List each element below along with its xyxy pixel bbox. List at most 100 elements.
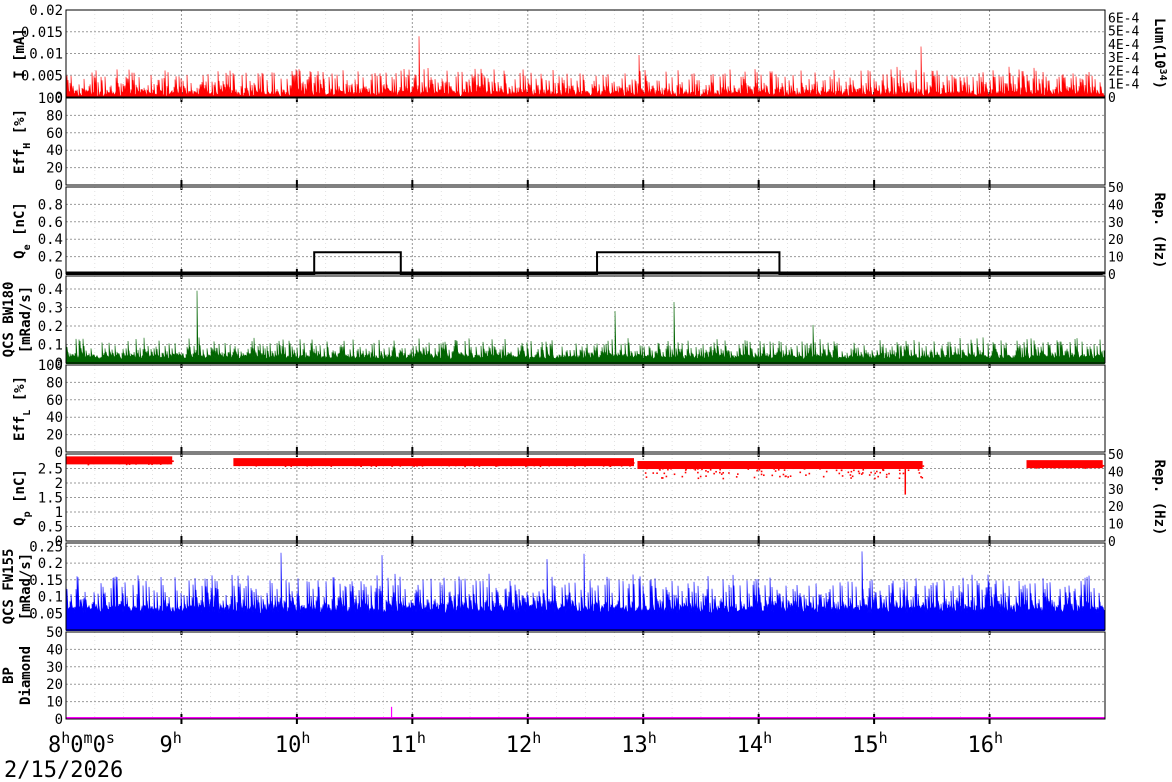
y-tick-label: 40 <box>46 143 63 159</box>
y-tick-label: 30 <box>46 660 63 676</box>
y-tick-label: 0.05 <box>29 606 63 622</box>
qp-point <box>360 462 363 464</box>
qp-point <box>877 465 880 467</box>
qp-point <box>810 465 812 467</box>
qp-point <box>598 462 601 464</box>
qp-point <box>529 463 531 465</box>
qp-point <box>1069 464 1072 466</box>
y-tick-label-right: 0 <box>1108 91 1116 106</box>
qp-point <box>714 465 717 468</box>
qp-point <box>163 461 166 463</box>
x-tick-label-part: m <box>84 729 93 747</box>
qp-point <box>894 465 897 467</box>
qp-point <box>78 460 80 462</box>
qp-point <box>720 473 723 475</box>
y-tick-label: 0.5 <box>38 520 63 536</box>
qp-point <box>527 462 530 465</box>
qp-point <box>338 462 341 464</box>
qp-point <box>879 471 882 474</box>
qp-point <box>344 463 347 466</box>
qp-point <box>1095 464 1097 466</box>
qp-point <box>526 462 528 464</box>
qp-point <box>697 468 699 470</box>
qp-point <box>525 465 527 468</box>
qp-point <box>373 462 376 464</box>
qp-point <box>274 464 277 467</box>
qp-point <box>512 462 514 465</box>
qp-point <box>120 460 123 462</box>
x-tick-label-sup: h <box>879 729 888 747</box>
qp-point <box>389 462 391 465</box>
qp-point <box>631 464 634 466</box>
y-tick-label: 0.005 <box>21 68 63 84</box>
qp-point <box>1083 466 1086 469</box>
qp-point <box>753 476 756 479</box>
qp-point <box>253 462 256 464</box>
y-tick-label: 100 <box>38 358 63 374</box>
qp-point <box>68 460 70 462</box>
qp-point <box>451 462 453 464</box>
qp-point <box>107 462 109 464</box>
qp-point <box>298 462 301 465</box>
qp-point <box>1088 466 1091 469</box>
qp-point <box>697 471 699 474</box>
qp-point <box>1060 466 1063 469</box>
x-tick-label: 13h <box>621 729 657 758</box>
qp-point <box>309 463 311 466</box>
qp-point <box>728 472 730 474</box>
qp-point <box>358 462 361 465</box>
qp-point <box>143 461 145 464</box>
qp-point <box>315 462 317 464</box>
qp-point <box>243 462 246 464</box>
qp-point <box>292 464 295 467</box>
qp-point <box>1060 464 1062 466</box>
qp-point <box>694 468 697 471</box>
y-axis-label-right-tail: ) <box>1151 81 1167 89</box>
y-tick-label-right: 6E-4 <box>1108 11 1139 26</box>
y-tick-label: 0.02 <box>29 3 63 19</box>
qp-point <box>75 461 78 464</box>
y-tick-label-right: 40 <box>1108 465 1124 480</box>
qp-point <box>316 462 318 464</box>
qp-point <box>335 462 337 465</box>
y-axis-label-sub: H <box>22 143 33 149</box>
qp-point <box>613 462 615 465</box>
qp-point <box>659 469 661 471</box>
qp-point <box>401 464 403 466</box>
qp-point <box>777 465 780 467</box>
qp-point <box>473 462 475 465</box>
qp-point <box>1036 467 1038 469</box>
qp-point <box>341 462 343 464</box>
y-tick-label: 0.015 <box>21 25 63 41</box>
qp-point <box>574 465 576 467</box>
qp-point <box>1059 466 1061 469</box>
qp-point <box>879 465 881 467</box>
qp-point <box>234 464 236 466</box>
x-tick-label-part: s <box>106 729 115 747</box>
qp-point <box>642 466 644 469</box>
qp-point <box>1077 466 1080 468</box>
y-axis-label-right-sup: 34 <box>1158 69 1169 81</box>
qp-point <box>1071 465 1074 468</box>
qp-point <box>725 465 727 467</box>
qp-point <box>426 463 428 465</box>
y-axis-label-tail: [%] <box>12 376 28 410</box>
qp-point <box>159 463 162 465</box>
qp-point <box>617 462 619 464</box>
qp-point <box>1063 464 1066 467</box>
qp-point <box>78 461 80 464</box>
qp-point <box>421 465 424 467</box>
qp-point <box>252 462 254 465</box>
qp-point <box>272 462 275 464</box>
qp-point <box>126 461 128 464</box>
y-tick-label: 0.1 <box>38 337 63 353</box>
qp-point <box>275 463 278 465</box>
qp-point <box>284 465 287 468</box>
qp-point <box>805 474 807 476</box>
qp-point <box>88 460 90 463</box>
qp-point <box>448 464 451 467</box>
y-axis-label: EffL [%] <box>12 376 33 441</box>
qp-point <box>622 462 625 464</box>
